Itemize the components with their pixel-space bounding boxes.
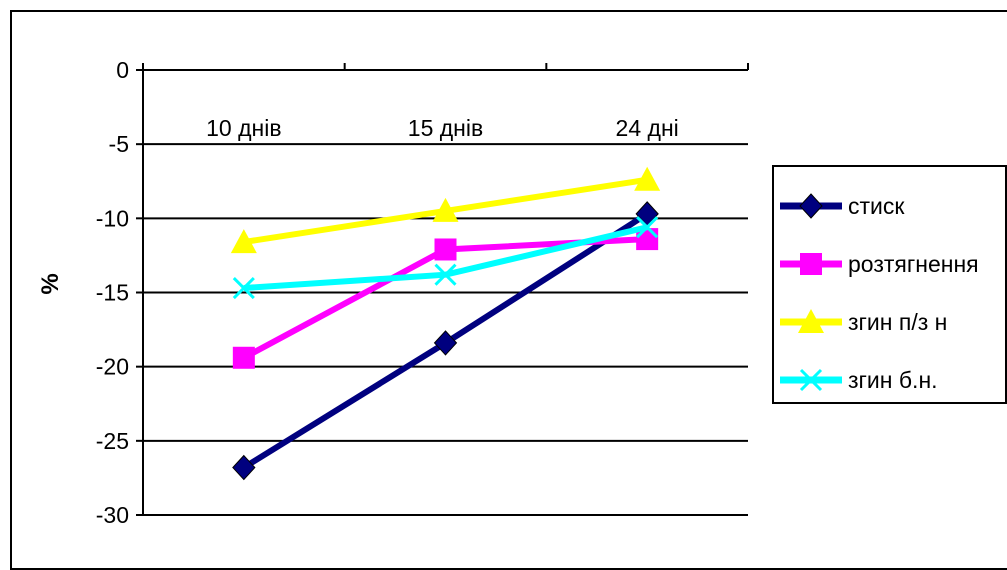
y-axis-label: % <box>37 273 64 294</box>
data-point <box>432 197 459 222</box>
y-tick-label: -15 <box>96 280 129 306</box>
data-point <box>434 263 457 286</box>
legend-label: стиск <box>848 193 905 219</box>
y-tick-label: -30 <box>96 502 129 528</box>
y-tick-label: -25 <box>96 428 129 454</box>
legend-marker <box>800 253 822 275</box>
x-tick-label: 10 днів <box>206 115 281 141</box>
legend: стиск розтягнення згин п/з н згин б.н. <box>772 165 1007 404</box>
data-point <box>636 216 659 239</box>
legend-marker <box>798 309 824 333</box>
legend-marker <box>799 193 823 219</box>
legend-label: згин п/з н <box>848 309 947 335</box>
tick-labels: 0 -5 -10 -15 -20 -25 -30 10 днів 15 днів 24 дні <box>96 57 679 528</box>
legend-marker <box>799 368 823 392</box>
legend-box <box>772 165 1007 404</box>
series-lines <box>230 166 661 481</box>
data-point <box>232 276 255 300</box>
data-point <box>230 229 257 254</box>
x-tick-label: 24 дні <box>616 115 679 141</box>
data-point <box>433 330 458 356</box>
y-tick-label: -20 <box>96 354 129 380</box>
y-tick-label: 0 <box>116 57 129 83</box>
legend-label: розтягнення <box>848 251 979 277</box>
y-tick-label: -10 <box>96 205 129 231</box>
data-point <box>232 454 256 481</box>
data-point <box>232 346 255 369</box>
legend-label: згин б.н. <box>848 367 938 393</box>
data-point <box>634 166 661 191</box>
axes <box>136 63 749 516</box>
y-tick-label: -5 <box>109 131 129 157</box>
data-point <box>434 238 457 261</box>
x-tick-label: 15 днів <box>408 115 483 141</box>
